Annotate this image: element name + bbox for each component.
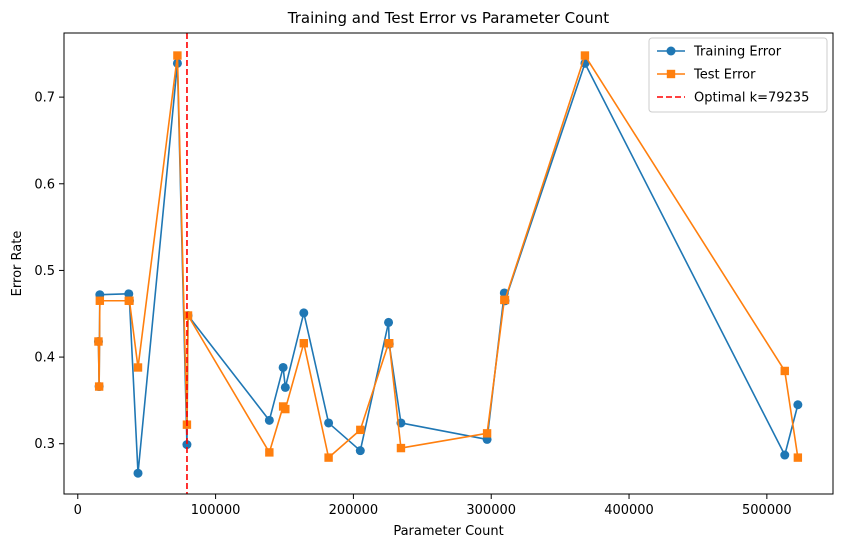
training-error-point: [780, 450, 790, 460]
test-error-point: [500, 295, 510, 305]
legend-label: Training Error: [693, 45, 782, 60]
test-error-point: [482, 429, 492, 438]
training-error-point: [299, 308, 309, 318]
training-error-point: [264, 415, 274, 425]
test-error-point: [396, 443, 406, 453]
test-error-point: [265, 448, 274, 457]
test-error-point: [133, 363, 143, 372]
legend-marker-square: [666, 69, 676, 79]
y-axis-label: Error Rate: [10, 231, 25, 297]
legend: Training Error Test Error Optimal k=79235: [648, 37, 828, 113]
x-axis-label: Parameter Count: [393, 524, 503, 539]
x-tick-label: 300000: [466, 503, 516, 518]
test-error-point: [125, 296, 134, 305]
training-error-point: [355, 446, 365, 456]
y-axis: 0.3 0.4 0.5 0.6 0.7: [34, 91, 64, 452]
test-error-point: [94, 337, 103, 346]
y-tick-label: 0.3: [34, 437, 55, 452]
y-tick-label: 0.6: [34, 177, 55, 192]
test-error-point: [385, 339, 394, 348]
test-error-point: [793, 453, 803, 462]
test-error-point: [580, 51, 590, 60]
test-error-point: [281, 404, 290, 414]
test-error-point: [183, 311, 193, 320]
x-tick-label: 400000: [604, 503, 654, 518]
legend-label: Test Error: [693, 68, 756, 83]
training-error-point: [384, 317, 394, 327]
x-tick-label: 200000: [329, 503, 379, 518]
test-error-point: [95, 296, 105, 305]
training-error-point: [280, 382, 290, 392]
y-tick-label: 0.4: [34, 351, 55, 366]
test-error-point: [299, 339, 308, 348]
training-error-point: [182, 440, 192, 450]
plot-area: [93, 33, 803, 494]
legend-box: [648, 37, 828, 113]
chart-title: Training and Test Error vs Parameter Cou…: [287, 9, 610, 27]
training-error-point: [793, 400, 803, 410]
test-error-point: [356, 425, 365, 435]
test-error-point: [780, 366, 789, 376]
x-tick-label: 100000: [191, 503, 241, 518]
training-error-point: [324, 418, 334, 428]
training-error-point: [124, 289, 134, 299]
y-tick-label: 0.5: [34, 264, 55, 279]
legend-label: Optimal k=79235: [694, 91, 809, 106]
test-error-point: [324, 453, 333, 462]
x-tick-label: 0: [74, 503, 82, 518]
x-axis: 0 100000 200000 300000 400000 500000: [74, 494, 792, 518]
legend-marker-circle: [666, 46, 676, 56]
training-error-point: [278, 362, 288, 372]
x-tick-label: 500000: [742, 503, 792, 518]
test-error-point: [94, 382, 104, 391]
test-error-point: [173, 51, 182, 60]
y-tick-label: 0.7: [34, 91, 55, 106]
axes-frame: [63, 32, 834, 495]
training-error-point: [133, 468, 143, 478]
